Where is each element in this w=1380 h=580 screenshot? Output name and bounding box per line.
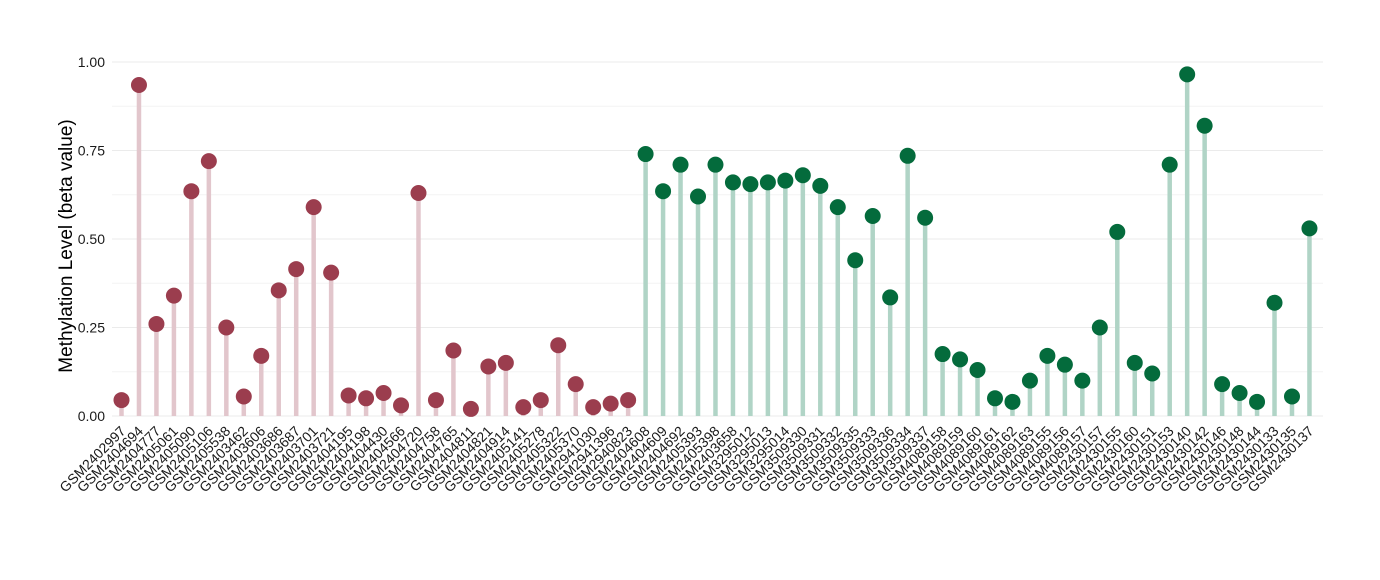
y-tick-label: 0.00 bbox=[78, 408, 105, 424]
lollipop-point bbox=[917, 209, 934, 226]
lollipop-point bbox=[165, 287, 182, 304]
lollipop-point bbox=[1231, 384, 1248, 401]
lollipop-point bbox=[707, 156, 724, 173]
lollipop-point bbox=[183, 183, 200, 200]
lollipop-point bbox=[1074, 372, 1091, 389]
lollipop-point bbox=[812, 177, 829, 194]
lollipop-point bbox=[445, 342, 462, 359]
lollipop-point bbox=[1266, 294, 1283, 311]
lollipop-point bbox=[1179, 66, 1196, 83]
lollipop-point bbox=[934, 346, 951, 363]
lollipop-point bbox=[305, 199, 322, 216]
lollipop-point bbox=[1214, 376, 1231, 393]
lollipop-point bbox=[427, 392, 444, 409]
lollipop-point bbox=[497, 354, 514, 371]
y-axis-title: Methylation Level (beta value) bbox=[56, 119, 77, 372]
lollipop-point bbox=[829, 199, 846, 216]
lollipop-point bbox=[759, 174, 776, 191]
y-tick-label: 0.50 bbox=[78, 231, 105, 247]
lollipop-point bbox=[532, 392, 549, 409]
lollipop-point bbox=[1039, 347, 1056, 364]
lollipop-point bbox=[358, 390, 375, 407]
lollipop-point bbox=[130, 77, 147, 94]
lollipop-point bbox=[672, 156, 689, 173]
lollipop-point bbox=[393, 397, 410, 414]
lollipop-point bbox=[270, 282, 287, 299]
lollipop-point bbox=[462, 400, 479, 417]
lollipop-point bbox=[148, 315, 165, 332]
lollipop-point bbox=[1109, 223, 1126, 240]
lollipop-point bbox=[690, 188, 707, 205]
lollipop-point bbox=[1301, 220, 1318, 237]
lollipop-point bbox=[1283, 388, 1300, 405]
lollipop-point bbox=[1196, 117, 1213, 134]
lollipop-point bbox=[969, 361, 986, 378]
lollipop-point bbox=[1126, 354, 1143, 371]
lollipop-point bbox=[340, 387, 357, 404]
lollipop-point bbox=[899, 147, 916, 164]
y-tick-label: 0.75 bbox=[78, 143, 105, 159]
lollipop-point bbox=[515, 399, 532, 416]
lollipop-point bbox=[620, 392, 637, 409]
lollipop-point bbox=[235, 388, 252, 405]
y-tick-label: 1.00 bbox=[78, 54, 105, 70]
x-axis-tick-labels: GSM2402997GSM2404694GSM2404777GSM2405061… bbox=[56, 423, 1317, 496]
lollipop-point bbox=[602, 395, 619, 412]
lollipop-point bbox=[882, 289, 899, 306]
lollipop-point bbox=[1021, 372, 1038, 389]
lollipop-point bbox=[864, 207, 881, 224]
lollipop-point bbox=[1161, 156, 1178, 173]
lollipop-point bbox=[1144, 365, 1161, 382]
lollipop-point bbox=[777, 172, 794, 189]
lollipop-point bbox=[567, 376, 584, 393]
y-axis-tick-labels: 0.00 0.25 0.50 0.75 1.00 bbox=[78, 54, 105, 424]
lollipop-point bbox=[585, 399, 602, 416]
lollipop-point bbox=[288, 261, 305, 278]
lollipop-point bbox=[655, 183, 672, 200]
lollipop-point bbox=[1249, 393, 1266, 410]
lollipop-point bbox=[253, 347, 270, 364]
lollipop-point bbox=[847, 252, 864, 269]
lollipop-point bbox=[724, 174, 741, 191]
lollipop-point bbox=[480, 358, 497, 375]
lollipop-point bbox=[987, 390, 1003, 407]
lollipop-point bbox=[323, 264, 340, 281]
lollipop-points bbox=[113, 66, 1318, 417]
lollipop-point bbox=[742, 176, 759, 193]
lollipop-point bbox=[1091, 319, 1108, 336]
lollipop-point bbox=[410, 184, 427, 201]
lollipop-point bbox=[113, 392, 130, 409]
lollipop-point bbox=[200, 153, 217, 170]
lollipop-point bbox=[550, 337, 567, 354]
lollipop-point bbox=[952, 351, 969, 368]
lollipop-point bbox=[218, 319, 235, 336]
lollipop-point bbox=[794, 167, 811, 184]
lollipop-point bbox=[1056, 356, 1073, 373]
lollipop-point bbox=[375, 384, 392, 401]
lollipop-point bbox=[637, 146, 654, 163]
y-tick-label: 0.25 bbox=[78, 320, 105, 336]
lollipop-point bbox=[1004, 393, 1021, 410]
